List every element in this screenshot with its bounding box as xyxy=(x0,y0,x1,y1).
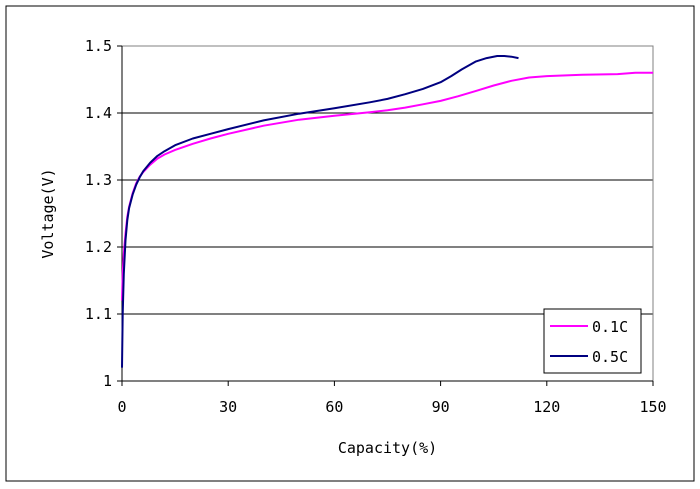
legend: 0.1C 0.5C xyxy=(543,308,642,374)
x-tick-label: 90 xyxy=(432,398,450,416)
y-tick-label: 1.5 xyxy=(85,37,112,55)
chart-border xyxy=(5,5,695,482)
y-tick-label: 1.4 xyxy=(85,104,112,122)
legend-label: 0.1C xyxy=(592,318,628,336)
x-tick-label: 120 xyxy=(533,398,560,416)
x-tick-label: 0 xyxy=(117,398,126,416)
y-tick-label: 1.1 xyxy=(85,305,112,323)
y-tick-label: 1 xyxy=(103,372,112,390)
x-tick-label: 150 xyxy=(639,398,666,416)
x-axis-title: Capacity(%) xyxy=(338,439,437,457)
series-lines xyxy=(121,55,653,368)
x-tick-label: 30 xyxy=(219,398,237,416)
y-tick-label: 1.2 xyxy=(85,238,112,256)
series-line-05c xyxy=(121,55,519,368)
y-tick-label: 1.3 xyxy=(85,171,112,189)
legend-box xyxy=(543,308,642,374)
legend-label: 0.5C xyxy=(592,348,628,366)
y-axis-title: Voltage(V) xyxy=(39,168,57,258)
x-tick-label: 60 xyxy=(325,398,343,416)
